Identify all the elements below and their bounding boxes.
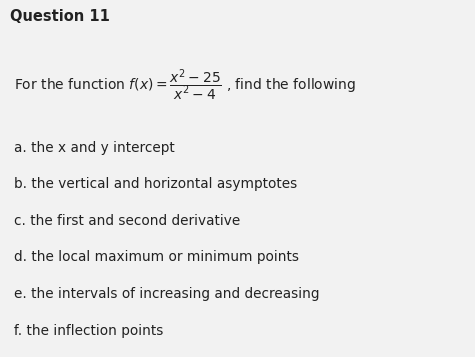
Text: a. the x and y intercept: a. the x and y intercept [14,141,175,155]
Text: For the function $f(x) = \dfrac{x^2-25}{x^2-4}$ , find the following: For the function $f(x) = \dfrac{x^2-25}{… [14,67,356,103]
Text: d. the local maximum or minimum points: d. the local maximum or minimum points [14,251,299,265]
Text: c. the first and second derivative: c. the first and second derivative [14,214,240,228]
Text: Question 11: Question 11 [10,9,109,24]
Text: f. the inflection points: f. the inflection points [14,323,163,337]
Text: e. the intervals of increasing and decreasing: e. the intervals of increasing and decre… [14,287,320,301]
Text: b. the vertical and horizontal asymptotes: b. the vertical and horizontal asymptote… [14,177,297,191]
